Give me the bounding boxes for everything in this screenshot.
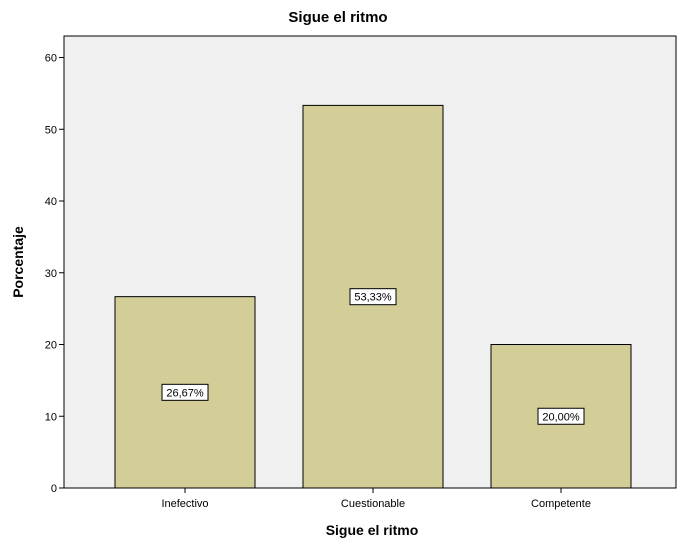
y-axis: 0 10 20 30 40 50 60 [45,53,64,495]
data-label: 26,67% [166,387,204,399]
data-label-box [537,407,585,425]
data-label-box [161,383,209,401]
data-label: 53,33% [354,292,392,304]
y-tick-label: 40 [45,196,57,208]
data-label: 20,00% [542,411,580,423]
data-label-box [349,288,397,306]
y-axis-label: Porcentaje [10,226,26,298]
y-tick-label: 10 [45,411,57,423]
y-tick-label: 50 [45,124,57,136]
x-axis-label: Sigue el ritmo [326,522,419,538]
y-tick-label: 20 [45,340,57,352]
x-axis: Inefectivo Cuestionable Competente [161,488,591,510]
y-tick-label: 30 [45,268,57,280]
bars-group: 26,67% 53,33% 20,00% [114,104,632,489]
x-tick-label: Cuestionable [341,498,405,510]
y-tick-label: 60 [45,53,57,65]
x-tick-label: Competente [531,498,591,510]
chart-title: Sigue el ritmo [288,9,387,26]
x-tick-label: Inefectivo [161,498,208,510]
y-tick-label: 0 [51,483,57,495]
